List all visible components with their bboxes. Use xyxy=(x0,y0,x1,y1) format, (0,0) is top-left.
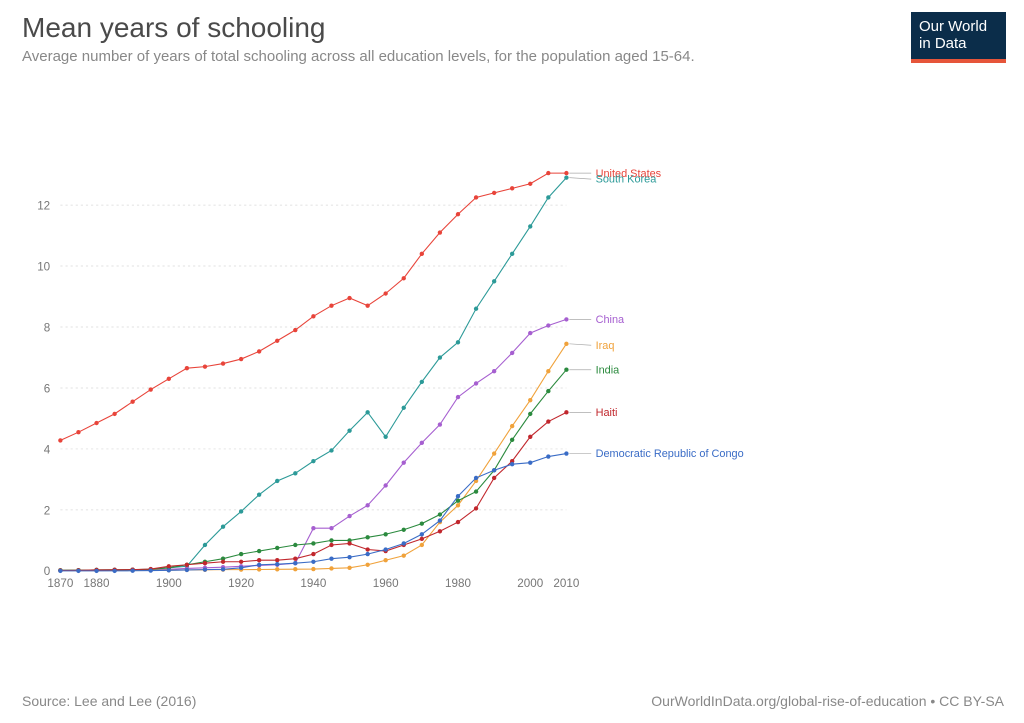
series-south-korea xyxy=(58,175,568,572)
chart-container: Mean years of schooling Average number o… xyxy=(0,0,1024,723)
owid-logo: Our World in Data xyxy=(911,12,1006,63)
series-label: Iraq xyxy=(596,340,615,352)
series-label: South Korea xyxy=(596,174,658,186)
chart-title: Mean years of schooling xyxy=(22,12,326,44)
x-tick-label: 2000 xyxy=(517,577,543,590)
y-axis: 024681012 xyxy=(37,199,50,578)
y-tick-label: 8 xyxy=(44,321,50,334)
series-iraq xyxy=(58,342,568,573)
source-text: Source: Lee and Lee (2016) xyxy=(22,693,196,709)
x-tick-label: 1920 xyxy=(228,577,254,590)
x-tick-label: 1940 xyxy=(300,577,326,590)
x-tick-label: 1870 xyxy=(47,577,73,590)
y-tick-label: 4 xyxy=(44,443,51,456)
series-group xyxy=(58,171,568,573)
logo-line2: in Data xyxy=(919,35,967,52)
logo-accent-bar xyxy=(911,59,1006,63)
x-tick-label: 1900 xyxy=(156,577,182,590)
y-tick-label: 12 xyxy=(37,199,50,212)
y-tick-label: 2 xyxy=(44,504,50,517)
x-axis: 1870 1880 1900 1920 1940 1960 1980 2000 2010 xyxy=(47,577,579,590)
line-chart: 024681012 187018801900192019401960198020… xyxy=(56,84,756,664)
gridlines xyxy=(60,205,566,510)
attribution-text: OurWorldInData.org/global-rise-of-educat… xyxy=(651,693,1004,709)
series-haiti xyxy=(58,410,568,572)
series-label: China xyxy=(596,314,625,326)
series-china xyxy=(58,317,568,573)
logo-line1: Our World xyxy=(919,18,987,35)
chart-subtitle: Average number of years of total schooli… xyxy=(22,48,695,65)
series-label: Haiti xyxy=(596,407,618,419)
x-tick-label: 1960 xyxy=(373,577,399,590)
series-label: Democratic Republic of Congo xyxy=(596,448,744,460)
x-tick-label: 1980 xyxy=(445,577,471,590)
series-labels: United StatesSouth KoreaChinaIraqIndiaHa… xyxy=(569,168,743,460)
y-tick-label: 6 xyxy=(44,382,50,395)
x-tick-label: 2010 xyxy=(553,577,579,590)
series-label: India xyxy=(596,364,621,376)
y-tick-label: 10 xyxy=(37,260,50,273)
series-united-states xyxy=(58,171,568,443)
x-tick-label: 1880 xyxy=(84,577,110,590)
